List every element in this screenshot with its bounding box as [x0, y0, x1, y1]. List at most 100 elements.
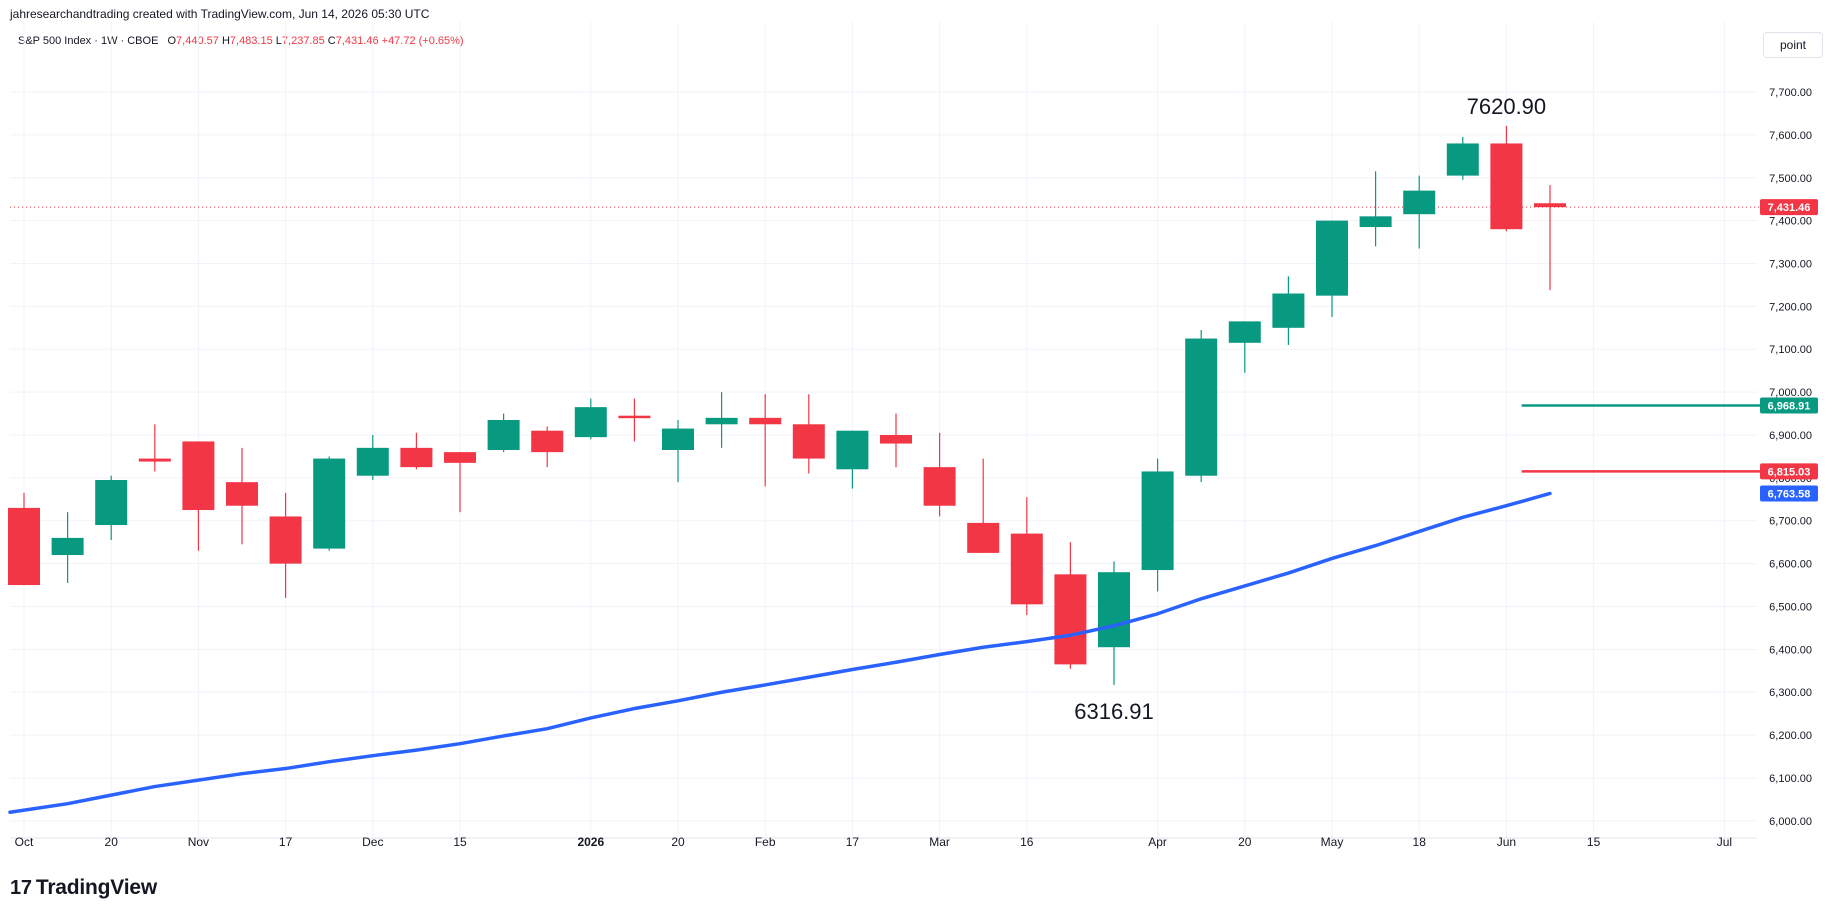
x-tick-label: 16	[1020, 835, 1034, 849]
change-value: +47.72 (+0.65%)	[381, 35, 464, 47]
x-tick-label: 2026	[577, 835, 604, 849]
candle	[51, 512, 84, 583]
candles	[8, 125, 1566, 685]
tradingview-mark-icon: 17	[10, 876, 32, 899]
candle-body	[749, 417, 782, 425]
moving-average	[8, 491, 1552, 815]
price-tag-label: 6,815.03	[1768, 466, 1811, 478]
high-label: H	[221, 35, 230, 47]
x-tick-label: 17	[846, 835, 860, 849]
candle-body	[400, 447, 433, 468]
tradingview-logo: 17 TradingView	[10, 876, 157, 900]
price-tag: 6,815.03	[1760, 463, 1818, 480]
candle	[1054, 542, 1087, 669]
x-tick-label: Apr	[1148, 835, 1167, 849]
y-tick-label: 7,400.00	[1769, 216, 1812, 228]
price-tags: 7,431.46 6,968.91 6,815.03 6,763.58	[1760, 199, 1818, 502]
candle-body	[662, 428, 694, 450]
y-tick-label: 6,100.00	[1769, 773, 1812, 785]
y-tick-label: 6,500.00	[1769, 601, 1812, 613]
candle	[792, 394, 825, 474]
candle-body	[487, 419, 520, 450]
candle	[1446, 137, 1479, 180]
y-tick-label: 7,600.00	[1769, 130, 1812, 142]
price-tag-label: 7,431.46	[1768, 202, 1811, 214]
candle-body	[574, 407, 607, 438]
y-tick-label: 6,000.00	[1769, 816, 1812, 828]
candle	[705, 392, 738, 448]
candle-body	[356, 447, 389, 476]
x-tick-label: 20	[671, 835, 685, 849]
open-label: O	[167, 35, 177, 47]
scale-mode-button[interactable]: point	[1763, 32, 1823, 58]
chart-grid	[10, 22, 1760, 838]
candle	[1316, 220, 1348, 318]
low-value: 7,237.85	[281, 35, 325, 47]
candle	[531, 426, 564, 468]
price-annotation: 6316.91	[1074, 699, 1154, 724]
candle-body	[1359, 216, 1392, 228]
x-tick-label: 20	[105, 835, 119, 849]
y-tick-label: 7,200.00	[1769, 301, 1812, 313]
candle	[226, 447, 258, 545]
y-tick-label: 6,200.00	[1769, 730, 1812, 742]
candle-body	[1098, 572, 1130, 648]
candle	[967, 458, 1000, 553]
candle	[1141, 458, 1174, 592]
x-tick-label: Jul	[1717, 835, 1732, 849]
candle	[444, 452, 476, 513]
candle-body	[923, 467, 956, 506]
candle-body	[95, 480, 128, 526]
candle	[1359, 171, 1392, 247]
x-tick-label: Oct	[15, 835, 34, 849]
candle	[618, 398, 651, 442]
candle-body	[1141, 471, 1174, 571]
x-tick-label: Jun	[1497, 835, 1516, 849]
candle	[1010, 497, 1043, 616]
x-tick-label: Mar	[929, 835, 950, 849]
candle-body	[967, 522, 1000, 553]
x-tick-label: 15	[453, 835, 467, 849]
candle	[1534, 184, 1566, 291]
candle-body	[836, 430, 869, 470]
y-tick-label: 6,400.00	[1769, 644, 1812, 656]
candle-body	[226, 482, 258, 506]
candle	[1185, 329, 1218, 483]
candle-body	[1490, 143, 1523, 230]
candle-body	[8, 507, 40, 586]
candle-body	[1446, 143, 1479, 176]
candle-body	[51, 537, 84, 556]
price-tag: 6,968.91	[1760, 397, 1818, 414]
candle	[1228, 321, 1261, 373]
candle-body	[269, 516, 302, 564]
low-label: L	[275, 35, 282, 47]
x-tick-label: 18	[1413, 835, 1427, 849]
candle-body	[1534, 203, 1566, 208]
candle	[95, 475, 128, 541]
candle	[749, 394, 782, 487]
y-tick-label: 6,700.00	[1769, 516, 1812, 528]
candle-body	[1403, 190, 1436, 215]
candle	[1098, 561, 1130, 685]
price-tag-label: 6,763.58	[1768, 488, 1811, 500]
candle	[836, 430, 869, 489]
candle-body	[792, 424, 825, 459]
candle	[1490, 125, 1523, 232]
close-value: 7,431.46	[335, 35, 379, 47]
candle-body	[880, 434, 912, 444]
candle-body	[705, 417, 738, 425]
candle-body	[313, 458, 346, 549]
price-tag-label: 6,968.91	[1768, 400, 1811, 412]
price-annotation: 7620.90	[1467, 94, 1547, 119]
price-tag-bg	[1760, 463, 1818, 480]
candle	[1403, 175, 1436, 249]
candle-body	[531, 430, 564, 453]
x-tick-label: Feb	[755, 835, 776, 849]
price-axis: 6,000.00 6,100.00 6,200.00 6,300.00 6,400.00…	[1769, 87, 1812, 828]
candle	[138, 424, 171, 472]
x-tick-label: Nov	[188, 835, 209, 849]
candle	[182, 441, 215, 551]
y-tick-label: 7,500.00	[1769, 173, 1812, 185]
candle	[662, 419, 694, 483]
